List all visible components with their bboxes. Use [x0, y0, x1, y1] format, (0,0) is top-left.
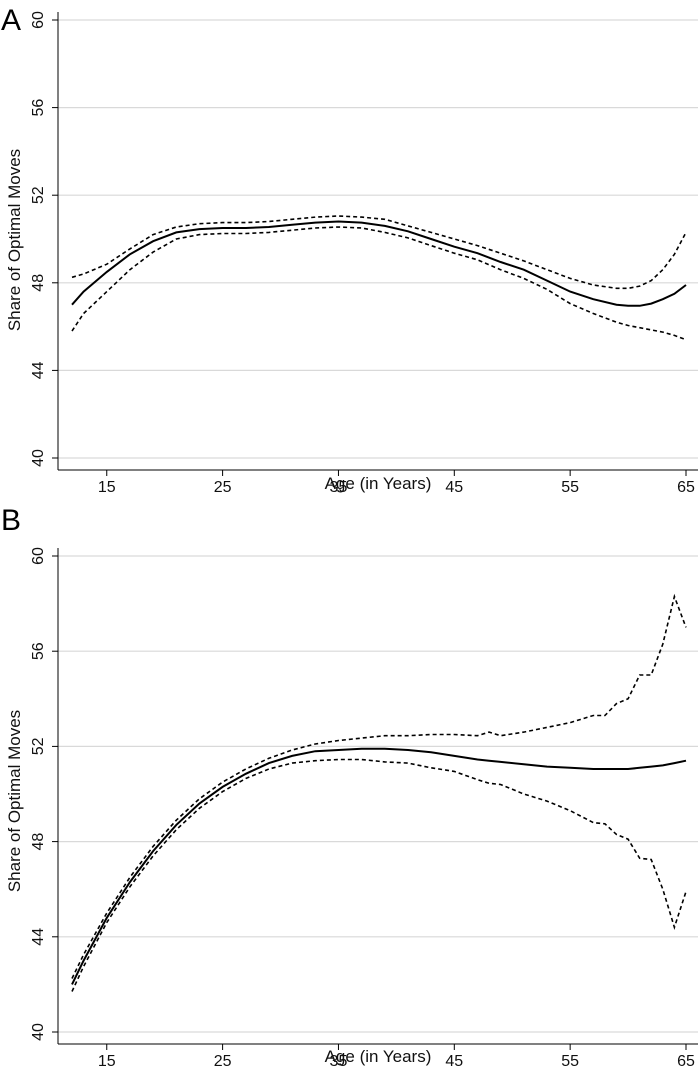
panel-a-x-axis-title: Age (in Years) [325, 474, 432, 493]
panel-a-y-tick-label-60: 60 [30, 11, 47, 29]
panel-a-upper-ci-line [71, 215, 687, 290]
panel-a-y-tick-label-48: 48 [30, 274, 47, 292]
panel-b-x-tick-label-45: 45 [445, 1053, 463, 1069]
panel-a-y-tick-label-44: 44 [30, 361, 47, 379]
panel-b-y-tick-label-52: 52 [30, 737, 47, 755]
panel-b-x-axis-title: Age (in Years) [325, 1047, 432, 1066]
panel-a: A 40 44 48 52 56 60 15 25 35 45 55 65 Share of Opti… [1, 4, 698, 496]
panel-b-estimate-line [71, 747, 687, 985]
panel-b-x-tick-label-25: 25 [214, 1053, 232, 1069]
panel-b-y-tick-label-56: 56 [30, 642, 47, 660]
panel-a-y-tick-label-52: 52 [30, 186, 47, 204]
panel-a-x-tick-label-45: 45 [445, 479, 463, 496]
panel-b-label: B [1, 504, 21, 537]
panel-b-x-tick-label-35: 35 [330, 1053, 348, 1069]
panel-b-y-tick-label-60: 60 [30, 547, 47, 565]
panel-a-label: A [1, 4, 21, 37]
panel-b-upper-ci-line [71, 593, 687, 979]
panel-a-estimate-line [71, 220, 687, 307]
panel-a-y-axis-title: Share of Optimal Moves [5, 149, 24, 331]
panel-b-y-tick-label-48: 48 [30, 833, 47, 851]
panel-b-y-tick-label-40: 40 [30, 1023, 47, 1041]
panel-a-y-tick-label-40: 40 [30, 449, 47, 467]
panel-b-x-tick-label-55: 55 [561, 1053, 579, 1069]
panel-a-x-tick-label-35: 35 [330, 479, 348, 496]
panel-b-x-tick-label-15: 15 [98, 1053, 116, 1069]
panel-b-lower-ci-line [71, 758, 687, 992]
panel-b-y-tick-label-44: 44 [30, 928, 47, 946]
panel-a-x-tick-label-15: 15 [98, 479, 116, 496]
panel-a-y-tick-label-56: 56 [30, 99, 47, 117]
panel-b: B 40 44 48 52 56 60 15 25 35 45 55 65 Share of Opti… [1, 504, 698, 1069]
panel-b-y-axis-title: Share of Optimal Moves [5, 710, 24, 892]
panel-a-lower-ci-line [71, 226, 687, 341]
panel-b-x-tick-label-65: 65 [677, 1053, 695, 1069]
panel-a-x-tick-label-55: 55 [561, 479, 579, 496]
panel-a-x-tick-label-65: 65 [677, 479, 695, 496]
panel-a-x-tick-label-25: 25 [214, 479, 232, 496]
